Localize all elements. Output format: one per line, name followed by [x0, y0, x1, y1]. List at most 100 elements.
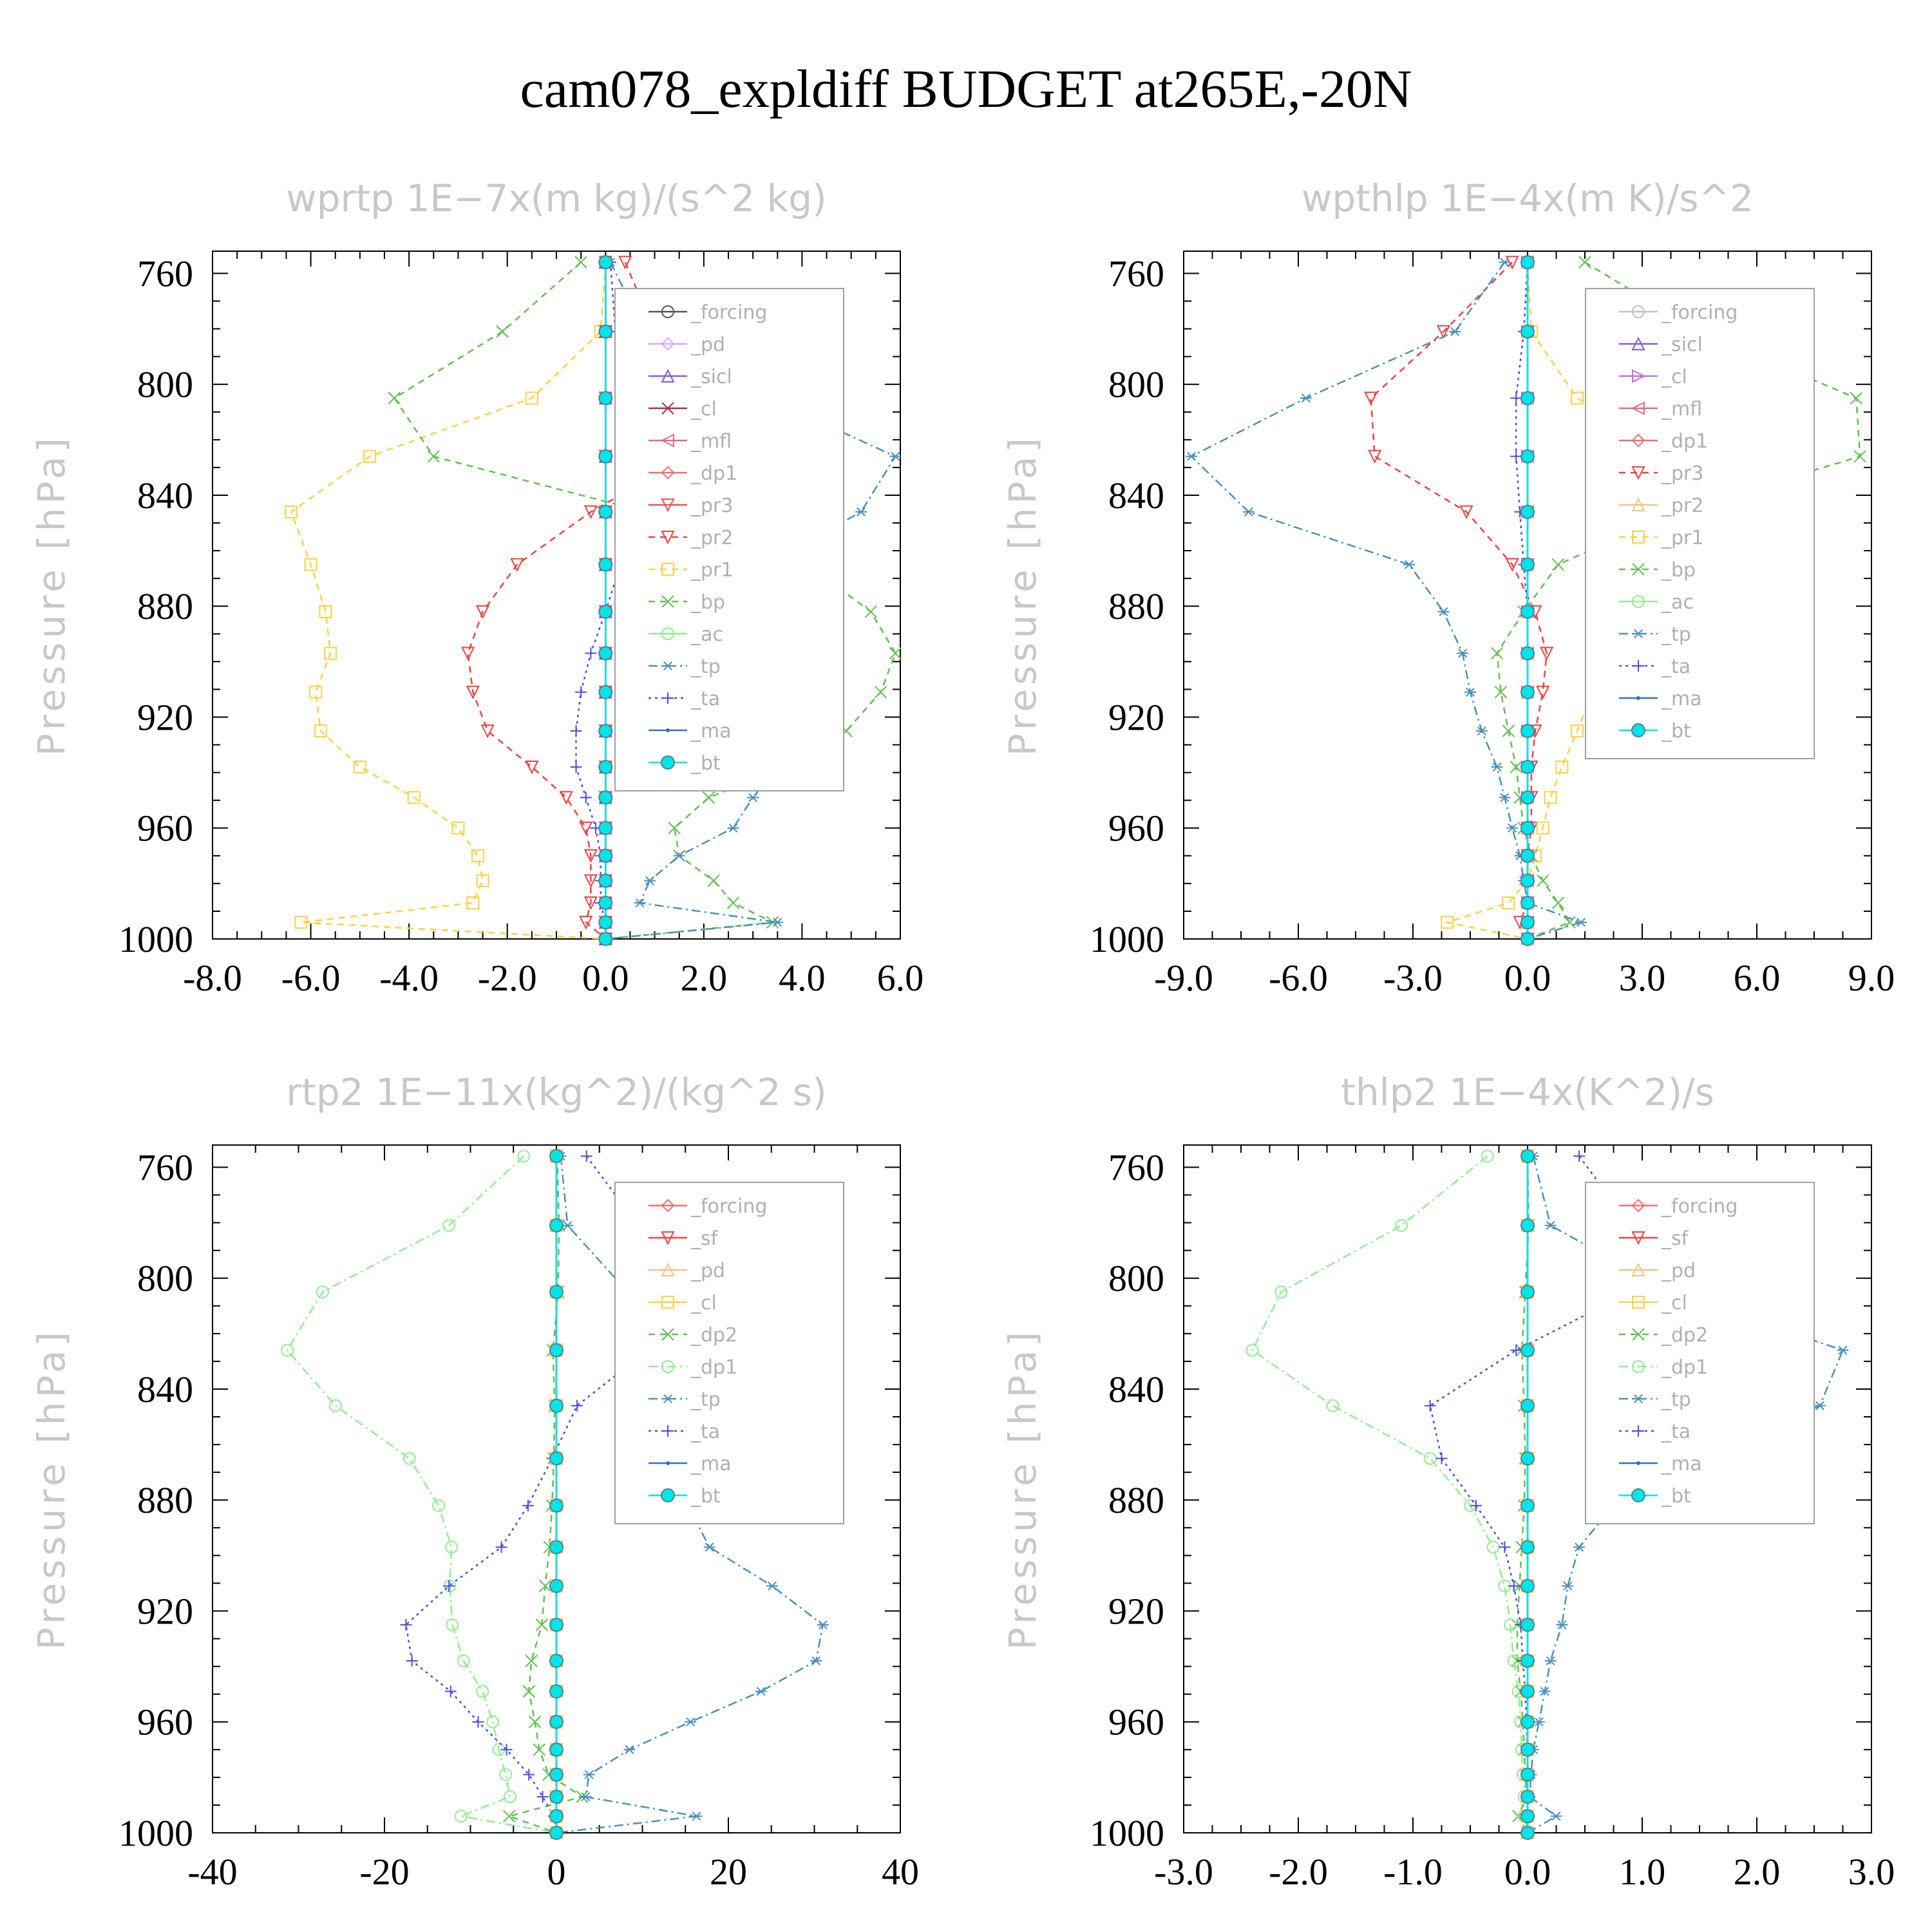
legend-marker — [661, 368, 675, 383]
series-line — [286, 1155, 557, 1834]
y-tick-label: 840 — [137, 475, 193, 516]
x-tick-label: 9.0 — [1848, 957, 1895, 999]
data-point — [1556, 1620, 1568, 1630]
y-tick-label: 960 — [1108, 808, 1164, 849]
data-point — [353, 761, 366, 773]
data-point — [702, 791, 715, 804]
legend-marker — [1631, 497, 1645, 511]
data-point — [316, 1285, 329, 1299]
data-point — [1520, 1714, 1535, 1729]
data-point — [1502, 724, 1515, 737]
data-point — [1395, 1218, 1408, 1232]
data-point — [1510, 392, 1522, 404]
data-point — [1571, 392, 1584, 405]
legend-marker — [1631, 401, 1645, 415]
data-point — [598, 504, 613, 519]
x-tick-label: 1.0 — [1619, 1851, 1666, 1893]
data-point — [570, 761, 582, 773]
y-axis-label: Pressure [hPa] — [1001, 1328, 1045, 1650]
y-tick-label: 1000 — [1090, 918, 1164, 960]
data-point — [562, 1220, 574, 1230]
series-bt — [1520, 1149, 1535, 1840]
legend-label: _ma — [690, 1453, 732, 1475]
data-point — [575, 686, 587, 698]
series-bt — [598, 255, 613, 946]
data-point — [1300, 393, 1312, 403]
data-point — [1550, 1812, 1562, 1821]
data-point — [1494, 686, 1508, 699]
x-tick-label: -2.0 — [1269, 1851, 1328, 1893]
legend-label: _cl — [690, 398, 717, 421]
data-point — [855, 507, 867, 516]
legend-marker — [662, 692, 674, 704]
series-line — [405, 1155, 743, 1833]
legend-marker — [666, 728, 670, 732]
x-tick-label: -20 — [359, 1851, 409, 1893]
data-point — [1850, 392, 1862, 404]
data-point — [445, 1540, 459, 1554]
data-point — [533, 1743, 546, 1756]
data-point — [580, 791, 592, 804]
series-dp2 — [502, 1150, 589, 1839]
series-line — [1251, 1155, 1529, 1833]
legend-label: _tp — [1661, 623, 1691, 646]
data-point — [1537, 874, 1549, 887]
y-tick-label: 920 — [1108, 1590, 1164, 1632]
data-point — [583, 505, 598, 520]
data-point — [1185, 451, 1197, 461]
data-point — [475, 605, 490, 620]
data-point — [549, 1578, 564, 1593]
data-point — [1499, 258, 1511, 267]
data-point — [598, 873, 613, 888]
data-point — [472, 1716, 484, 1728]
legend-marker — [1631, 1231, 1645, 1245]
data-point — [598, 724, 613, 739]
legend-marker — [661, 1296, 674, 1309]
data-point — [755, 1687, 767, 1696]
data-point — [1562, 1581, 1574, 1591]
legend-marker — [661, 563, 674, 576]
data-point — [549, 1540, 564, 1555]
data-point — [766, 1581, 779, 1591]
data-point — [549, 1618, 564, 1633]
data-point — [1533, 1717, 1545, 1727]
data-point — [1520, 915, 1535, 930]
legend-marker — [661, 627, 674, 640]
legend-marker — [661, 337, 675, 351]
data-point — [1520, 1218, 1535, 1233]
data-point — [1242, 507, 1255, 516]
legend-marker — [661, 1198, 675, 1213]
data-point — [585, 647, 597, 659]
legend-label: _pr3 — [1661, 462, 1703, 485]
data-point — [285, 505, 298, 518]
x-tick-label: 0.0 — [582, 957, 629, 999]
series-line — [605, 261, 897, 940]
data-point — [319, 605, 332, 618]
legend-label: _pd — [1661, 1260, 1696, 1282]
data-point — [510, 558, 524, 572]
panel-1: wprtp 1E−7x(m kg)/(s^2 kg) Pressure [hPa]… — [30, 176, 923, 999]
legend-marker — [666, 1461, 670, 1465]
x-tick-label: 0 — [547, 1851, 566, 1893]
y-tick-label: 960 — [137, 1701, 193, 1743]
data-point — [1551, 558, 1565, 571]
legend-label: _pr3 — [690, 495, 733, 517]
x-tick-label: -8.0 — [183, 957, 242, 999]
data-point — [442, 1218, 456, 1232]
data-point — [598, 760, 613, 774]
legend-label: _bt — [690, 1485, 721, 1508]
data-point — [574, 256, 587, 269]
series-bt — [549, 1149, 564, 1840]
legend-marker — [661, 531, 675, 545]
data-point — [1508, 1580, 1520, 1592]
data-point — [522, 1685, 535, 1698]
legend-label: _sicl — [1661, 334, 1703, 356]
data-point — [549, 1684, 564, 1699]
data-point — [583, 874, 598, 888]
data-point — [598, 449, 613, 464]
legend-label: _cl — [1661, 366, 1687, 388]
data-point — [502, 1810, 516, 1823]
legend-marker — [1632, 531, 1645, 544]
x-tick-label: 3.0 — [1619, 957, 1666, 999]
data-point — [598, 820, 613, 835]
